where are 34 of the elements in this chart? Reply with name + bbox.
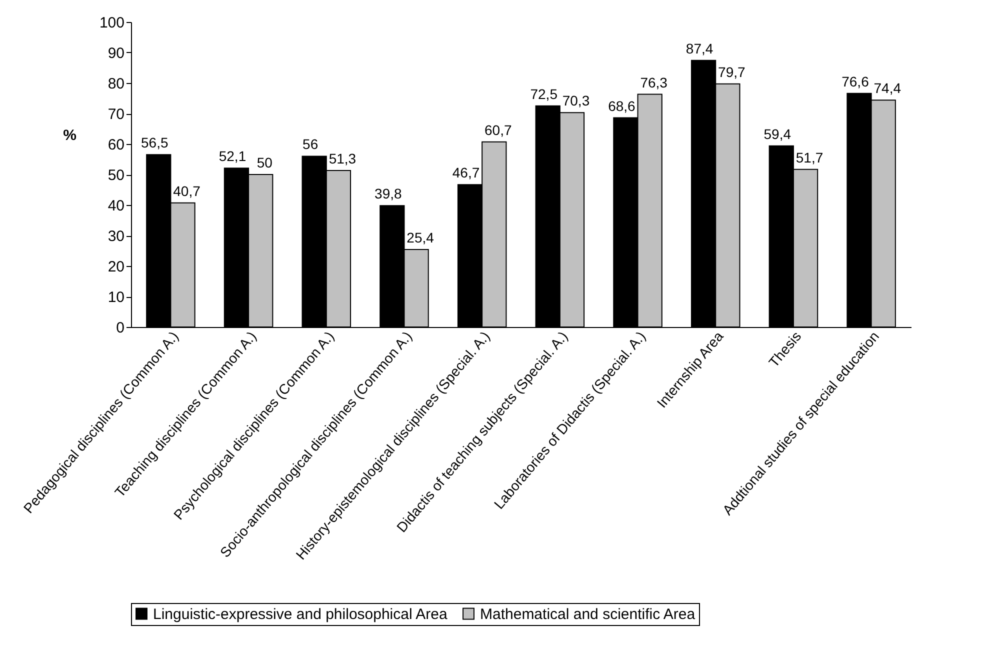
- data-label: 52,1: [218, 148, 246, 164]
- data-label: 51,7: [796, 149, 824, 166]
- y-tick-label: 20: [108, 258, 124, 276]
- data-label: 59,4: [764, 126, 792, 142]
- y-tick-label: 30: [108, 228, 124, 245]
- y-tick-label: 0: [116, 320, 124, 336]
- data-label: 46,7: [452, 164, 480, 181]
- data-label: 72,5: [530, 86, 558, 102]
- data-label: 76,3: [640, 74, 668, 90]
- y-tick-label: 10: [108, 289, 124, 306]
- data-label: 70,3: [562, 92, 590, 109]
- legend-label: Linguistic-expressive and philosophical Area: [153, 606, 448, 623]
- y-tick-label: 40: [108, 198, 124, 214]
- legend-label: Mathematical and scientific Area: [480, 606, 696, 623]
- y-tick-label: 80: [108, 76, 124, 92]
- data-label: 76,6: [842, 73, 870, 90]
- data-label: 60,7: [484, 122, 512, 138]
- y-tick-label: 70: [108, 106, 124, 123]
- data-label: 40,7: [173, 182, 201, 199]
- data-label: 74,4: [874, 80, 902, 96]
- y-tick-label: 90: [108, 45, 124, 62]
- data-label: 50: [256, 154, 273, 170]
- data-label: 87,4: [686, 40, 714, 56]
- y-tick-label: 100: [99, 14, 124, 32]
- data-label: 56: [302, 136, 318, 152]
- data-label: 25,4: [406, 230, 434, 246]
- data-label: 56,5: [141, 134, 168, 151]
- y-tick-label: 50: [108, 167, 124, 184]
- y-tick-label: 60: [108, 136, 124, 154]
- data-label: 68,6: [608, 98, 636, 114]
- y-axis-title: %: [63, 127, 76, 144]
- data-label: 51,3: [328, 150, 356, 167]
- data-label: 79,7: [718, 64, 746, 80]
- data-label: 39,8: [374, 186, 402, 202]
